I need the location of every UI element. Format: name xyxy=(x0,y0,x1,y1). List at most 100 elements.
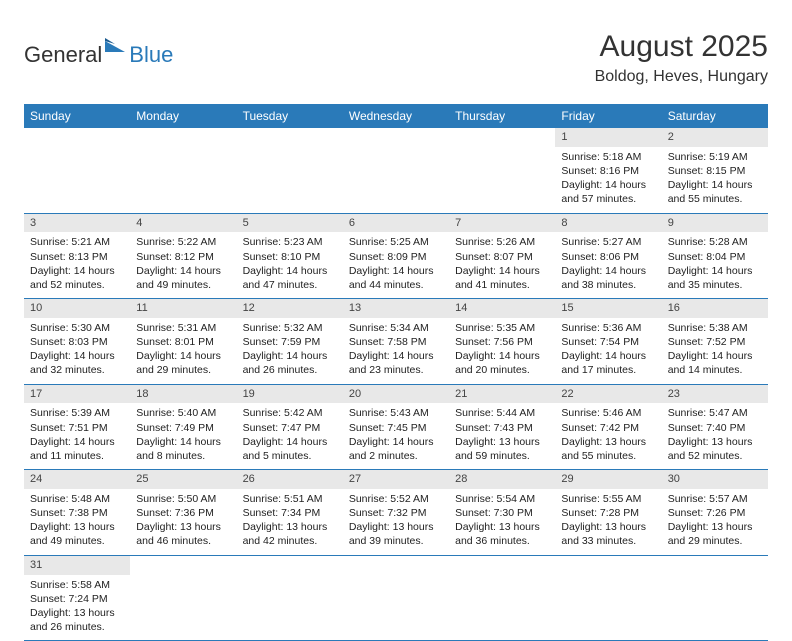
day-number: 10 xyxy=(24,299,130,318)
sunset-text: Sunset: 8:13 PM xyxy=(30,250,124,264)
sunrise-text: Sunrise: 5:57 AM xyxy=(668,492,762,506)
day-number: 18 xyxy=(130,385,236,404)
day-body xyxy=(343,147,449,201)
day-body: Sunrise: 5:35 AMSunset: 7:56 PMDaylight:… xyxy=(449,318,555,384)
day-cell: 5Sunrise: 5:23 AMSunset: 8:10 PMDaylight… xyxy=(237,214,343,299)
day-body: Sunrise: 5:32 AMSunset: 7:59 PMDaylight:… xyxy=(237,318,343,384)
daylight-text: Daylight: 13 hours and 55 minutes. xyxy=(561,435,655,463)
sunrise-text: Sunrise: 5:27 AM xyxy=(561,235,655,249)
day-number: 11 xyxy=(130,299,236,318)
day-number: 16 xyxy=(662,299,768,318)
day-body: Sunrise: 5:51 AMSunset: 7:34 PMDaylight:… xyxy=(237,489,343,555)
sunset-text: Sunset: 8:07 PM xyxy=(455,250,549,264)
dow-cell: Monday xyxy=(130,104,236,128)
day-body xyxy=(555,575,661,629)
day-body: Sunrise: 5:23 AMSunset: 8:10 PMDaylight:… xyxy=(237,232,343,298)
day-body: Sunrise: 5:36 AMSunset: 7:54 PMDaylight:… xyxy=(555,318,661,384)
day-number xyxy=(449,556,555,575)
day-cell: 25Sunrise: 5:50 AMSunset: 7:36 PMDayligh… xyxy=(130,470,236,555)
day-body: Sunrise: 5:34 AMSunset: 7:58 PMDaylight:… xyxy=(343,318,449,384)
day-cell xyxy=(449,556,555,641)
daylight-text: Daylight: 14 hours and 38 minutes. xyxy=(561,264,655,292)
day-body xyxy=(130,575,236,629)
daylight-text: Daylight: 14 hours and 14 minutes. xyxy=(668,349,762,377)
day-number: 2 xyxy=(662,128,768,147)
day-cell: 12Sunrise: 5:32 AMSunset: 7:59 PMDayligh… xyxy=(237,299,343,384)
daylight-text: Daylight: 14 hours and 23 minutes. xyxy=(349,349,443,377)
sunrise-text: Sunrise: 5:50 AM xyxy=(136,492,230,506)
sunrise-text: Sunrise: 5:34 AM xyxy=(349,321,443,335)
daylight-text: Daylight: 14 hours and 47 minutes. xyxy=(243,264,337,292)
day-body: Sunrise: 5:28 AMSunset: 8:04 PMDaylight:… xyxy=(662,232,768,298)
sunrise-text: Sunrise: 5:22 AM xyxy=(136,235,230,249)
sunset-text: Sunset: 8:16 PM xyxy=(561,164,655,178)
day-cell xyxy=(237,556,343,641)
sunset-text: Sunset: 7:52 PM xyxy=(668,335,762,349)
day-body: Sunrise: 5:26 AMSunset: 8:07 PMDaylight:… xyxy=(449,232,555,298)
sunrise-text: Sunrise: 5:40 AM xyxy=(136,406,230,420)
day-cell: 2Sunrise: 5:19 AMSunset: 8:15 PMDaylight… xyxy=(662,128,768,213)
dow-cell: Friday xyxy=(555,104,661,128)
day-body: Sunrise: 5:54 AMSunset: 7:30 PMDaylight:… xyxy=(449,489,555,555)
day-number: 29 xyxy=(555,470,661,489)
sunrise-text: Sunrise: 5:21 AM xyxy=(30,235,124,249)
sunrise-text: Sunrise: 5:25 AM xyxy=(349,235,443,249)
daylight-text: Daylight: 13 hours and 52 minutes. xyxy=(668,435,762,463)
day-cell: 16Sunrise: 5:38 AMSunset: 7:52 PMDayligh… xyxy=(662,299,768,384)
day-cell: 10Sunrise: 5:30 AMSunset: 8:03 PMDayligh… xyxy=(24,299,130,384)
day-body: Sunrise: 5:50 AMSunset: 7:36 PMDaylight:… xyxy=(130,489,236,555)
logo-text-general: General xyxy=(24,42,102,68)
day-cell xyxy=(237,128,343,213)
day-body: Sunrise: 5:21 AMSunset: 8:13 PMDaylight:… xyxy=(24,232,130,298)
daylight-text: Daylight: 14 hours and 26 minutes. xyxy=(243,349,337,377)
day-body: Sunrise: 5:30 AMSunset: 8:03 PMDaylight:… xyxy=(24,318,130,384)
sunrise-text: Sunrise: 5:38 AM xyxy=(668,321,762,335)
sunrise-text: Sunrise: 5:48 AM xyxy=(30,492,124,506)
daylight-text: Daylight: 13 hours and 49 minutes. xyxy=(30,520,124,548)
day-body: Sunrise: 5:19 AMSunset: 8:15 PMDaylight:… xyxy=(662,147,768,213)
day-number: 25 xyxy=(130,470,236,489)
sunrise-text: Sunrise: 5:55 AM xyxy=(561,492,655,506)
day-cell xyxy=(662,556,768,641)
sunrise-text: Sunrise: 5:31 AM xyxy=(136,321,230,335)
day-number: 26 xyxy=(237,470,343,489)
day-number xyxy=(130,128,236,147)
daylight-text: Daylight: 13 hours and 59 minutes. xyxy=(455,435,549,463)
sunset-text: Sunset: 8:06 PM xyxy=(561,250,655,264)
day-number: 20 xyxy=(343,385,449,404)
daylight-text: Daylight: 14 hours and 57 minutes. xyxy=(561,178,655,206)
day-cell: 4Sunrise: 5:22 AMSunset: 8:12 PMDaylight… xyxy=(130,214,236,299)
week-row: 24Sunrise: 5:48 AMSunset: 7:38 PMDayligh… xyxy=(24,470,768,556)
day-number: 23 xyxy=(662,385,768,404)
sunrise-text: Sunrise: 5:42 AM xyxy=(243,406,337,420)
daylight-text: Daylight: 13 hours and 29 minutes. xyxy=(668,520,762,548)
day-body: Sunrise: 5:25 AMSunset: 8:09 PMDaylight:… xyxy=(343,232,449,298)
day-body: Sunrise: 5:38 AMSunset: 7:52 PMDaylight:… xyxy=(662,318,768,384)
day-cell xyxy=(24,128,130,213)
day-number: 22 xyxy=(555,385,661,404)
sunset-text: Sunset: 8:04 PM xyxy=(668,250,762,264)
day-cell: 9Sunrise: 5:28 AMSunset: 8:04 PMDaylight… xyxy=(662,214,768,299)
sunset-text: Sunset: 7:54 PM xyxy=(561,335,655,349)
sunset-text: Sunset: 7:43 PM xyxy=(455,421,549,435)
sunrise-text: Sunrise: 5:46 AM xyxy=(561,406,655,420)
sunset-text: Sunset: 7:42 PM xyxy=(561,421,655,435)
month-title: August 2025 xyxy=(595,30,768,64)
day-cell xyxy=(130,556,236,641)
day-body xyxy=(662,575,768,629)
sunset-text: Sunset: 8:01 PM xyxy=(136,335,230,349)
day-of-week-row: SundayMondayTuesdayWednesdayThursdayFrid… xyxy=(24,104,768,128)
day-cell: 26Sunrise: 5:51 AMSunset: 7:34 PMDayligh… xyxy=(237,470,343,555)
sunset-text: Sunset: 7:47 PM xyxy=(243,421,337,435)
dow-cell: Saturday xyxy=(662,104,768,128)
day-number xyxy=(555,556,661,575)
title-block: August 2025 Boldog, Heves, Hungary xyxy=(595,30,768,86)
sunrise-text: Sunrise: 5:44 AM xyxy=(455,406,549,420)
day-cell: 15Sunrise: 5:36 AMSunset: 7:54 PMDayligh… xyxy=(555,299,661,384)
day-cell: 1Sunrise: 5:18 AMSunset: 8:16 PMDaylight… xyxy=(555,128,661,213)
day-cell: 23Sunrise: 5:47 AMSunset: 7:40 PMDayligh… xyxy=(662,385,768,470)
day-body: Sunrise: 5:46 AMSunset: 7:42 PMDaylight:… xyxy=(555,403,661,469)
daylight-text: Daylight: 14 hours and 29 minutes. xyxy=(136,349,230,377)
sunset-text: Sunset: 7:30 PM xyxy=(455,506,549,520)
sunset-text: Sunset: 8:03 PM xyxy=(30,335,124,349)
